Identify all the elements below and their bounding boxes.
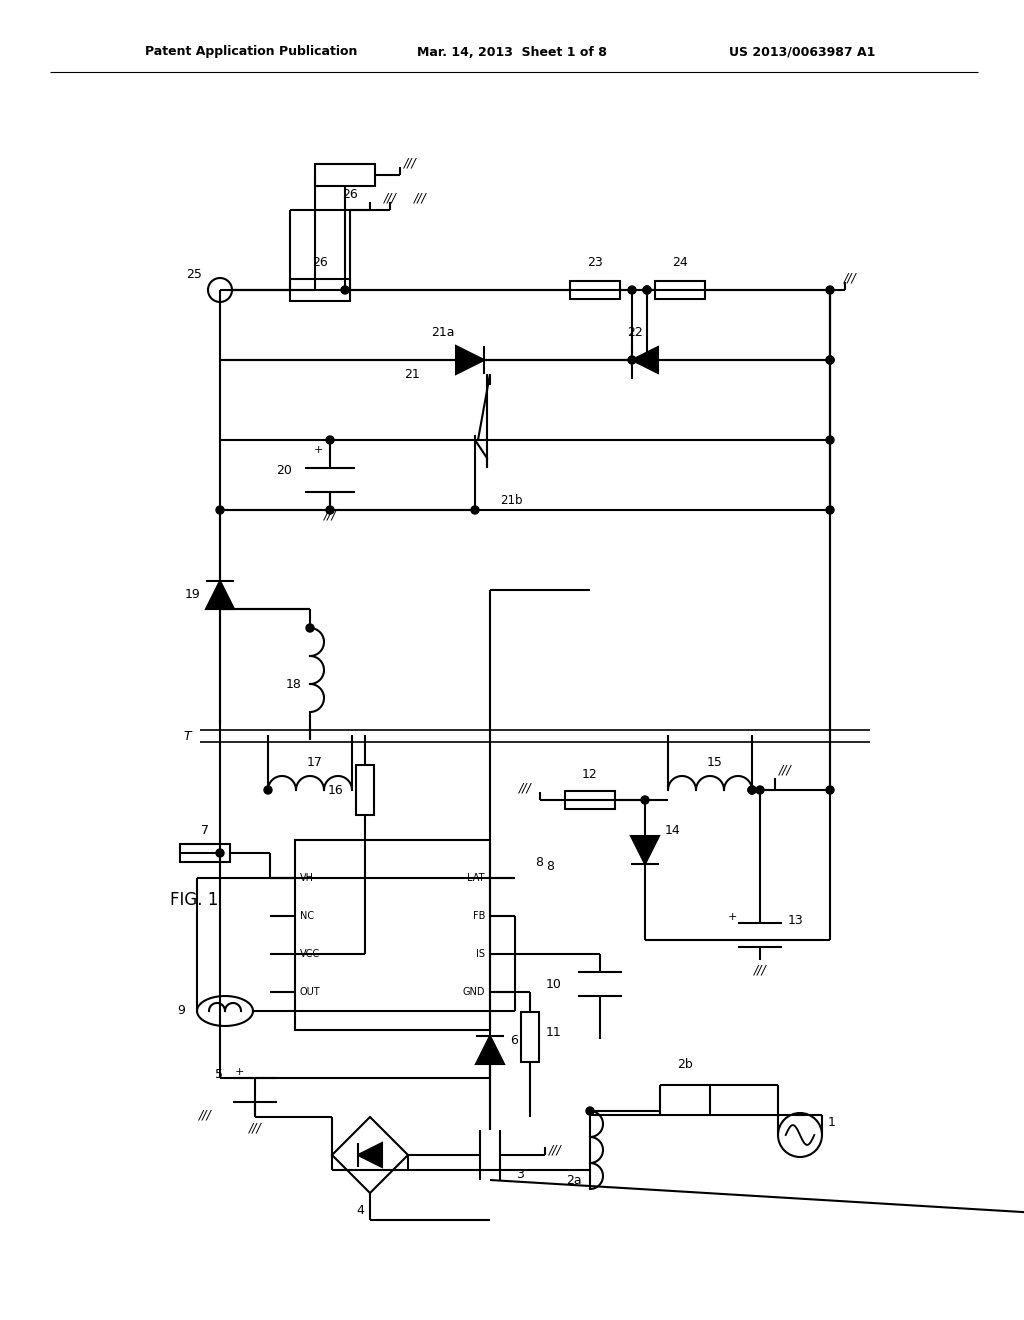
Circle shape (748, 785, 756, 795)
Text: 8: 8 (546, 859, 554, 873)
Circle shape (748, 785, 756, 795)
Polygon shape (632, 347, 658, 374)
Circle shape (216, 849, 224, 857)
Text: OUT: OUT (300, 987, 321, 997)
Text: ///: /// (324, 508, 336, 521)
Circle shape (643, 286, 651, 294)
Circle shape (216, 506, 224, 513)
Text: 21b: 21b (500, 494, 522, 507)
Text: 24: 24 (672, 256, 688, 268)
Text: +: + (234, 1067, 244, 1077)
Polygon shape (206, 581, 234, 609)
Text: FB: FB (473, 911, 485, 921)
Text: 5: 5 (215, 1068, 223, 1081)
Text: 14: 14 (665, 824, 681, 837)
Text: VH: VH (300, 873, 314, 883)
Circle shape (826, 436, 834, 444)
Circle shape (826, 356, 834, 364)
Text: Patent Application Publication: Patent Application Publication (145, 45, 357, 58)
Circle shape (326, 506, 334, 513)
Bar (655, 281, 705, 300)
Circle shape (264, 785, 272, 795)
Circle shape (756, 785, 764, 795)
Text: ///: /// (403, 157, 417, 169)
Text: +: + (727, 912, 736, 921)
Text: 8: 8 (535, 857, 543, 870)
Circle shape (628, 356, 636, 364)
Text: 2a: 2a (566, 1173, 582, 1187)
Polygon shape (631, 836, 659, 865)
Text: T: T (183, 730, 190, 742)
Circle shape (826, 785, 834, 795)
Text: ///: /// (549, 1143, 561, 1156)
Text: Mar. 14, 2013  Sheet 1 of 8: Mar. 14, 2013 Sheet 1 of 8 (417, 45, 607, 58)
Text: 26: 26 (342, 189, 357, 202)
Circle shape (826, 506, 834, 513)
Text: 7: 7 (201, 825, 209, 837)
Text: 12: 12 (582, 768, 598, 781)
Text: 13: 13 (788, 913, 804, 927)
Text: 11: 11 (546, 1026, 562, 1039)
Text: ///: /// (844, 272, 856, 285)
Circle shape (643, 356, 651, 364)
Circle shape (306, 624, 314, 632)
Bar (356, 766, 374, 814)
Text: LAT: LAT (468, 873, 485, 883)
Text: US 2013/0063987 A1: US 2013/0063987 A1 (729, 45, 874, 58)
Text: 15: 15 (707, 755, 723, 768)
Text: 17: 17 (307, 755, 323, 768)
Circle shape (826, 356, 834, 364)
Text: 22: 22 (627, 326, 643, 338)
Text: 25: 25 (186, 268, 202, 281)
Circle shape (341, 286, 349, 294)
Bar (290, 279, 350, 301)
Circle shape (586, 1107, 594, 1115)
Bar (565, 791, 615, 809)
Text: ///: /// (199, 1109, 211, 1122)
Circle shape (471, 506, 479, 513)
Circle shape (641, 796, 649, 804)
Polygon shape (358, 1143, 382, 1167)
Polygon shape (476, 1036, 504, 1064)
Text: ///: /// (778, 763, 792, 776)
Text: 3: 3 (516, 1168, 524, 1181)
Text: 2b: 2b (677, 1059, 693, 1072)
Text: 19: 19 (184, 589, 200, 602)
Text: ///: /// (384, 191, 396, 205)
Circle shape (826, 286, 834, 294)
Text: 21a: 21a (431, 326, 455, 338)
Bar (315, 164, 375, 186)
Text: 1: 1 (828, 1117, 836, 1130)
Text: 26: 26 (312, 256, 328, 268)
Bar (295, 840, 490, 1030)
Text: 18: 18 (286, 678, 302, 692)
Text: IS: IS (476, 949, 485, 960)
Text: NC: NC (300, 911, 314, 921)
Bar (521, 1012, 539, 1063)
Text: ///: /// (754, 964, 766, 977)
Text: +: + (313, 445, 323, 455)
Text: VCC: VCC (300, 949, 321, 960)
Circle shape (326, 436, 334, 444)
Bar (180, 843, 230, 862)
Circle shape (643, 286, 651, 294)
Text: 9: 9 (177, 1005, 185, 1018)
Text: ///: /// (518, 781, 531, 795)
Text: 4: 4 (356, 1204, 364, 1217)
Text: 16: 16 (328, 784, 343, 796)
Text: 21: 21 (404, 368, 420, 381)
Text: GND: GND (463, 987, 485, 997)
Text: ///: /// (249, 1122, 261, 1134)
Bar (570, 281, 620, 300)
Text: 10: 10 (546, 978, 562, 990)
Text: FIG. 1: FIG. 1 (170, 891, 218, 909)
Text: 23: 23 (587, 256, 603, 268)
Text: ///: /// (414, 191, 426, 205)
Text: 20: 20 (276, 463, 292, 477)
Text: 6: 6 (510, 1034, 518, 1047)
Polygon shape (456, 346, 484, 374)
Circle shape (628, 286, 636, 294)
